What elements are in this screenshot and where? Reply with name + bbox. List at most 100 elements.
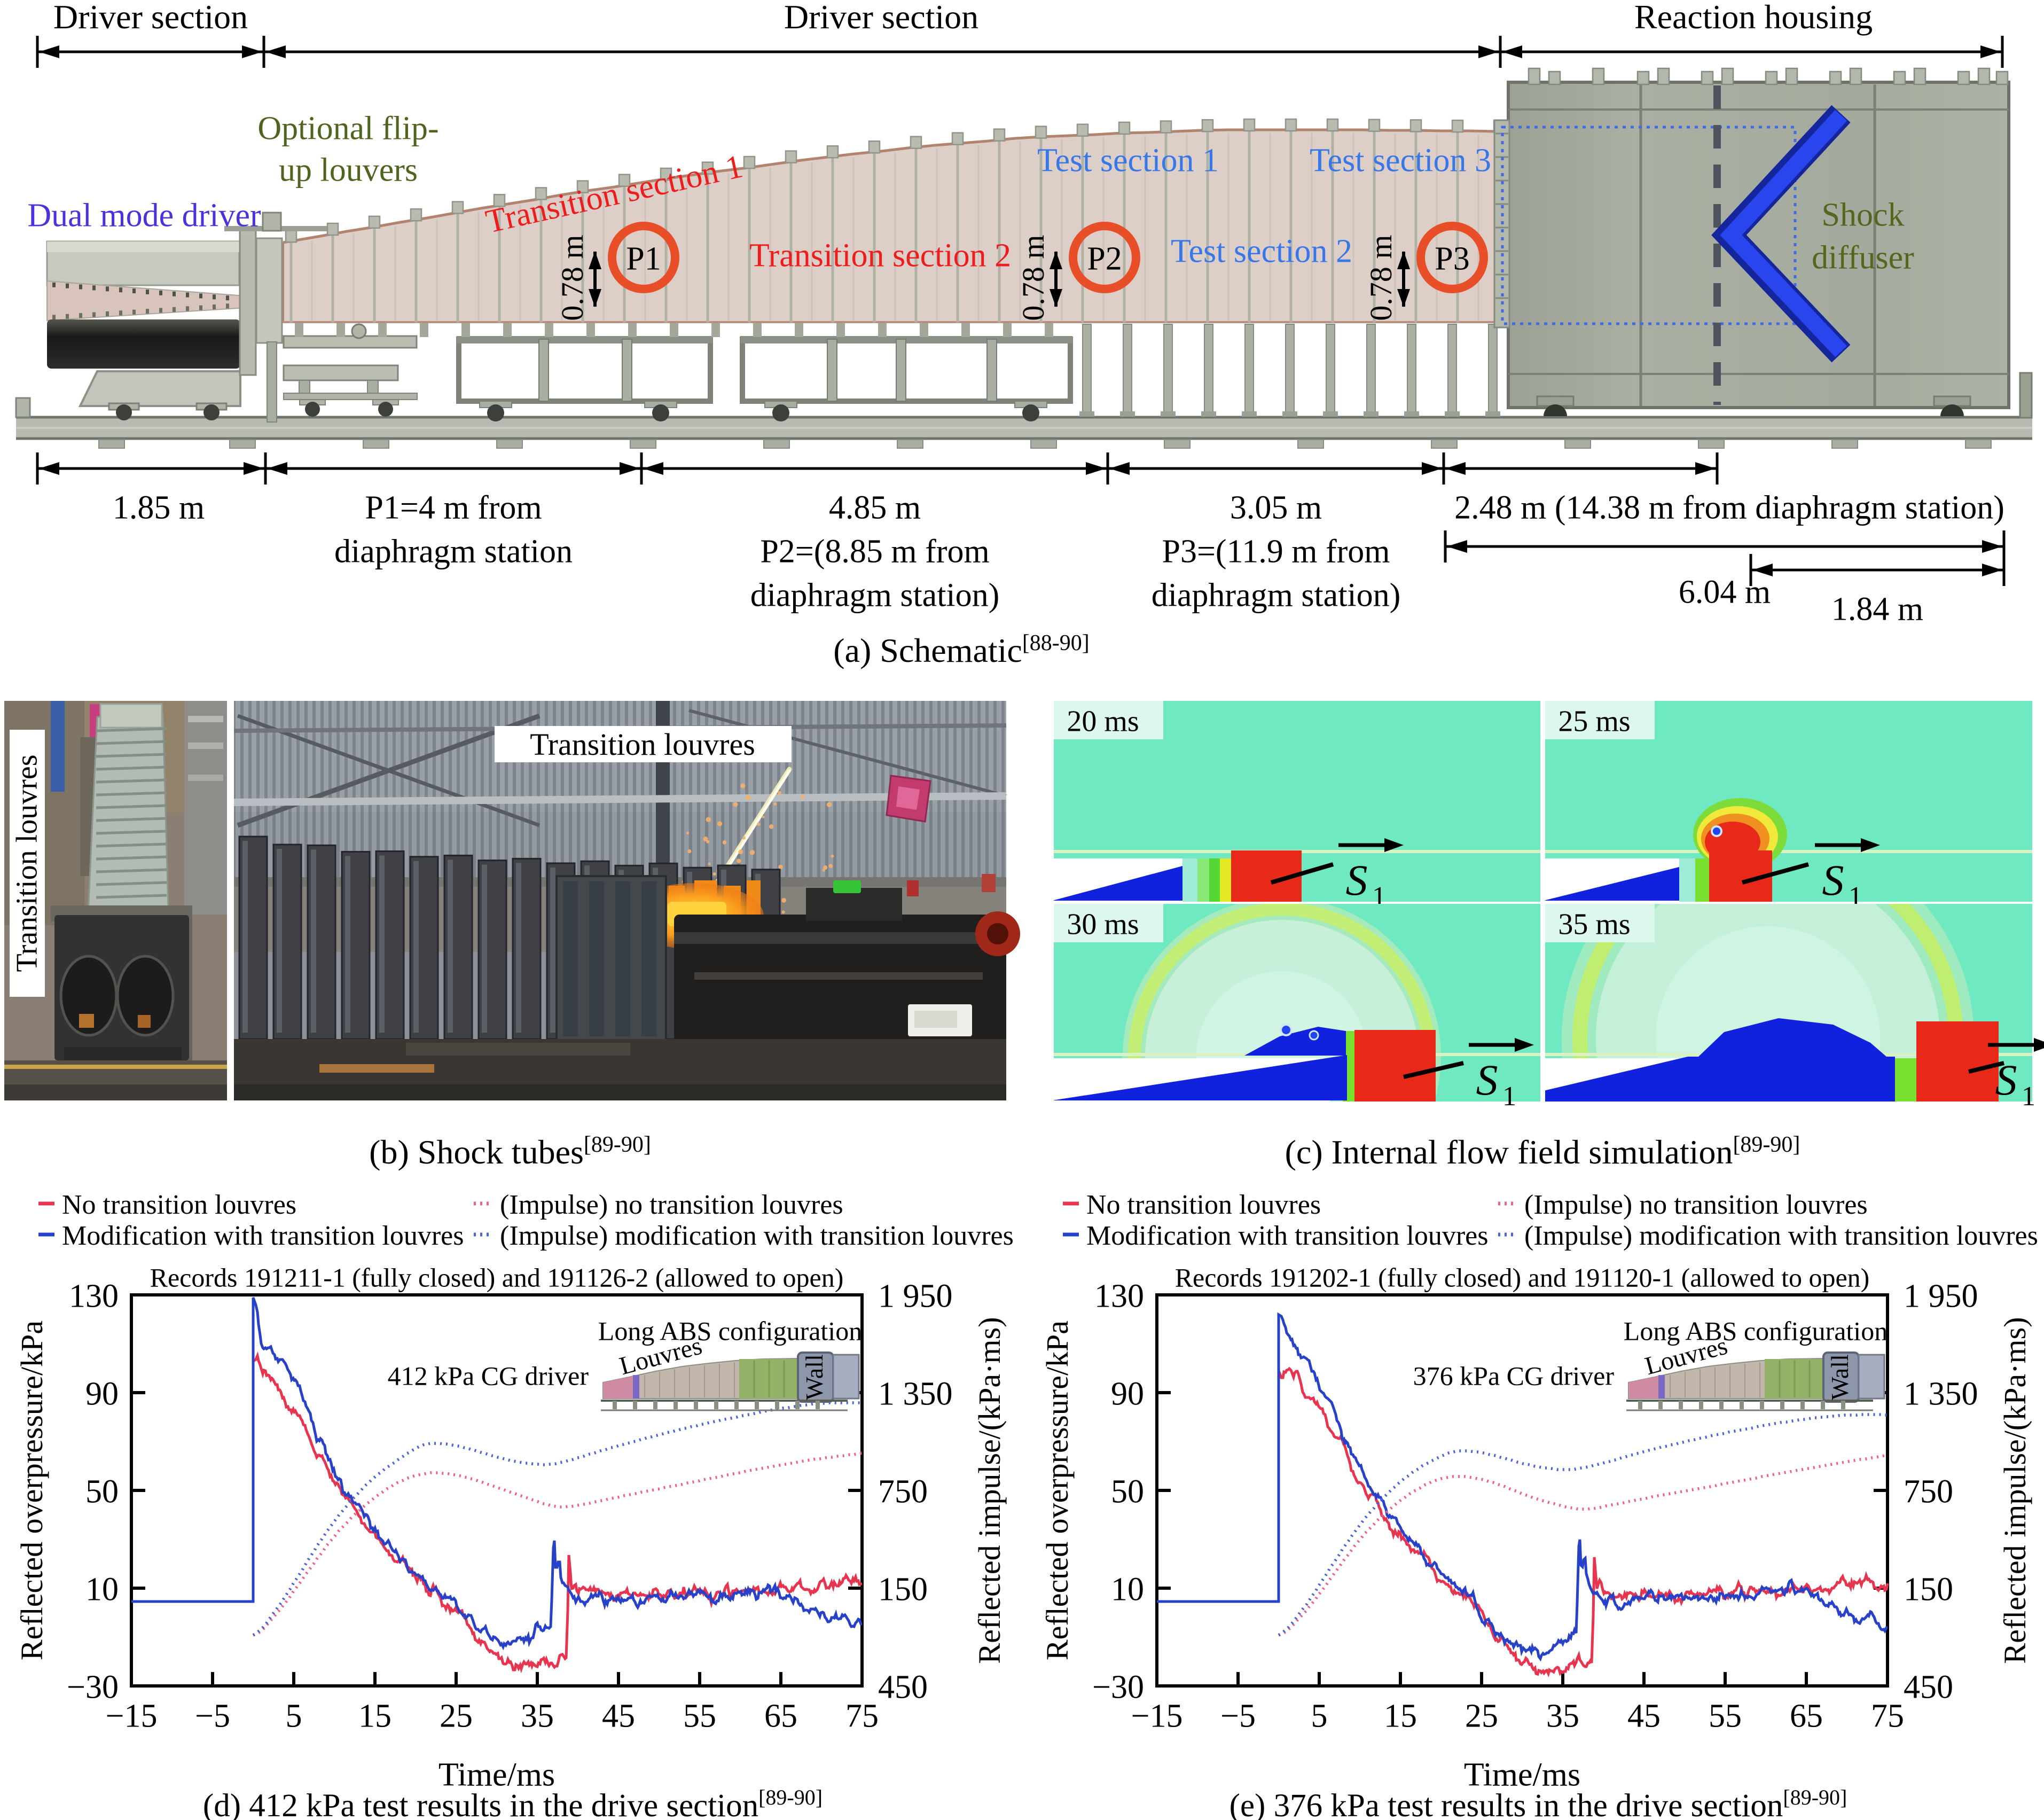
- svg-text:Reflected overpressure/kPa: Reflected overpressure/kPa: [1040, 1321, 1075, 1660]
- svg-text:25: 25: [440, 1698, 473, 1734]
- svg-text:1 350: 1 350: [1904, 1376, 1978, 1412]
- svg-text:15: 15: [1384, 1698, 1417, 1734]
- svg-text:Modification with transition l: Modification with transition louvres: [62, 1221, 464, 1251]
- svg-text:20 ms: 20 ms: [1067, 705, 1139, 738]
- svg-text:3.05 m: 3.05 m: [1230, 489, 1322, 526]
- svg-text:−5: −5: [1220, 1698, 1256, 1734]
- svg-text:Modification with transition l: Modification with transition louvres: [1086, 1221, 1488, 1251]
- svg-text:1: 1: [1502, 1081, 1516, 1112]
- svg-text:Long ABS configuration: Long ABS configuration: [1624, 1316, 1888, 1346]
- svg-text:Test section 2: Test section 2: [1171, 233, 1352, 269]
- svg-text:35 ms: 35 ms: [1558, 908, 1630, 941]
- svg-text:(Impulse) no transition louvre: (Impulse) no transition louvres: [500, 1190, 843, 1220]
- svg-text:5: 5: [1311, 1698, 1328, 1734]
- svg-text:35: 35: [1546, 1698, 1579, 1734]
- svg-text:450: 450: [1904, 1669, 1953, 1705]
- svg-text:10: 10: [85, 1571, 119, 1607]
- svg-text:Transition section 2: Transition section 2: [749, 237, 1011, 274]
- svg-text:−30: −30: [1092, 1669, 1144, 1705]
- svg-text:55: 55: [1709, 1698, 1742, 1734]
- svg-text:1 950: 1 950: [1904, 1278, 1978, 1314]
- svg-text:(Impulse) modification with tr: (Impulse) modification with transition l…: [500, 1221, 1014, 1251]
- svg-text:−15: −15: [106, 1698, 158, 1734]
- svg-text:412 kPa CG driver: 412 kPa CG driver: [388, 1361, 589, 1391]
- svg-text:0.78 m: 0.78 m: [555, 235, 590, 321]
- svg-text:Wall: Wall: [1826, 1354, 1853, 1400]
- svg-text:diaphragm station): diaphragm station): [750, 577, 1000, 613]
- svg-text:diaphragm station): diaphragm station): [1152, 577, 1401, 613]
- svg-text:Reaction housing: Reaction housing: [1634, 0, 1873, 36]
- svg-text:Test section 3: Test section 3: [1310, 142, 1491, 178]
- svg-text:Reflected impulse/(kPa·ms): Reflected impulse/(kPa·ms): [972, 1317, 1007, 1663]
- svg-text:(Impulse) no transition louvre: (Impulse) no transition louvres: [1524, 1190, 1868, 1220]
- svg-text:S: S: [1346, 856, 1368, 904]
- svg-text:P3: P3: [1435, 240, 1469, 277]
- svg-text:450: 450: [878, 1669, 928, 1705]
- svg-text:(e) 376 kPa test results in th: (e) 376 kPa test results in the drive se…: [1229, 1785, 1847, 1820]
- svg-text:50: 50: [1111, 1473, 1144, 1510]
- svg-text:Test section 1: Test section 1: [1037, 142, 1219, 178]
- svg-text:Wall: Wall: [801, 1354, 828, 1400]
- svg-text:Records 191202-1 (fully closed: Records 191202-1 (fully closed) and 1911…: [1175, 1263, 1870, 1293]
- svg-text:Time/ms: Time/ms: [1464, 1756, 1580, 1793]
- svg-text:6.04 m: 6.04 m: [1679, 574, 1771, 610]
- svg-text:Long ABS configuration: Long ABS configuration: [598, 1316, 862, 1346]
- svg-text:1: 1: [2022, 1081, 2035, 1112]
- svg-text:50: 50: [85, 1473, 119, 1510]
- svg-text:S: S: [1995, 1056, 2017, 1104]
- svg-text:P2: P2: [1087, 240, 1122, 277]
- svg-text:P1: P1: [626, 240, 661, 277]
- svg-text:0.78 m: 0.78 m: [1016, 235, 1051, 321]
- svg-text:No transition louvres: No transition louvres: [62, 1190, 296, 1220]
- svg-text:up louvers: up louvers: [279, 152, 418, 188]
- svg-text:55: 55: [683, 1698, 716, 1734]
- svg-text:0.78 m: 0.78 m: [1364, 235, 1398, 321]
- svg-text:S: S: [1476, 1056, 1498, 1104]
- svg-text:65: 65: [1790, 1698, 1823, 1734]
- svg-text:45: 45: [602, 1698, 635, 1734]
- svg-text:1 950: 1 950: [878, 1278, 953, 1314]
- svg-text:90: 90: [1111, 1376, 1144, 1412]
- svg-text:10: 10: [1111, 1571, 1144, 1607]
- svg-text:45: 45: [1627, 1698, 1661, 1734]
- svg-text:Records 191211-1 (fully closed: Records 191211-1 (fully closed) and 1911…: [150, 1263, 844, 1293]
- svg-text:(c) Internal flow field simula: (c) Internal flow field simulation[89-90…: [1285, 1132, 1800, 1171]
- svg-text:Driver section: Driver section: [784, 0, 978, 36]
- svg-text:Reflected overpressure/kPa: Reflected overpressure/kPa: [14, 1321, 49, 1660]
- svg-text:P3=(11.9 m from: P3=(11.9 m from: [1162, 533, 1390, 569]
- svg-text:Dual mode driver: Dual mode driver: [27, 197, 261, 233]
- svg-text:376 kPa CG driver: 376 kPa CG driver: [1413, 1361, 1615, 1391]
- svg-text:75: 75: [1871, 1698, 1904, 1734]
- svg-text:Time/ms: Time/ms: [438, 1756, 555, 1793]
- svg-text:Transition louvres: Transition louvres: [10, 754, 43, 972]
- svg-text:750: 750: [878, 1473, 928, 1510]
- svg-text:−5: −5: [195, 1698, 230, 1734]
- svg-text:Reflected impulse/(kPa·ms): Reflected impulse/(kPa·ms): [1998, 1317, 2032, 1663]
- svg-text:(d) 412 kPa test results in th: (d) 412 kPa test results in the drive se…: [203, 1785, 823, 1820]
- svg-text:(Impulse) modification with tr: (Impulse) modification with transition l…: [1524, 1221, 2038, 1251]
- svg-text:2.48 m (14.38 m from diaphragm: 2.48 m (14.38 m from diaphragm station): [1454, 489, 2004, 526]
- svg-text:750: 750: [1904, 1473, 1953, 1510]
- svg-text:15: 15: [358, 1698, 391, 1734]
- svg-text:25: 25: [1465, 1698, 1498, 1734]
- svg-text:−15: −15: [1131, 1698, 1183, 1734]
- svg-text:30 ms: 30 ms: [1067, 908, 1139, 941]
- svg-text:130: 130: [69, 1278, 119, 1314]
- svg-text:P2=(8.85 m from: P2=(8.85 m from: [760, 533, 989, 569]
- svg-text:150: 150: [878, 1571, 928, 1607]
- svg-text:Driver section: Driver section: [53, 0, 248, 36]
- svg-text:75: 75: [845, 1698, 879, 1734]
- svg-text:Shock: Shock: [1822, 197, 1905, 233]
- svg-text:35: 35: [521, 1698, 554, 1734]
- svg-text:1 350: 1 350: [878, 1376, 953, 1412]
- svg-text:5: 5: [286, 1698, 302, 1734]
- svg-text:No transition louvres: No transition louvres: [1086, 1190, 1321, 1220]
- svg-text:90: 90: [85, 1376, 119, 1412]
- svg-text:65: 65: [764, 1698, 797, 1734]
- svg-text:25 ms: 25 ms: [1558, 705, 1630, 738]
- svg-text:1.84 m: 1.84 m: [1831, 591, 1923, 627]
- svg-text:1.85 m: 1.85 m: [113, 489, 205, 526]
- svg-text:150: 150: [1904, 1571, 1953, 1607]
- svg-text:130: 130: [1094, 1278, 1144, 1314]
- svg-text:4.85 m: 4.85 m: [829, 489, 921, 526]
